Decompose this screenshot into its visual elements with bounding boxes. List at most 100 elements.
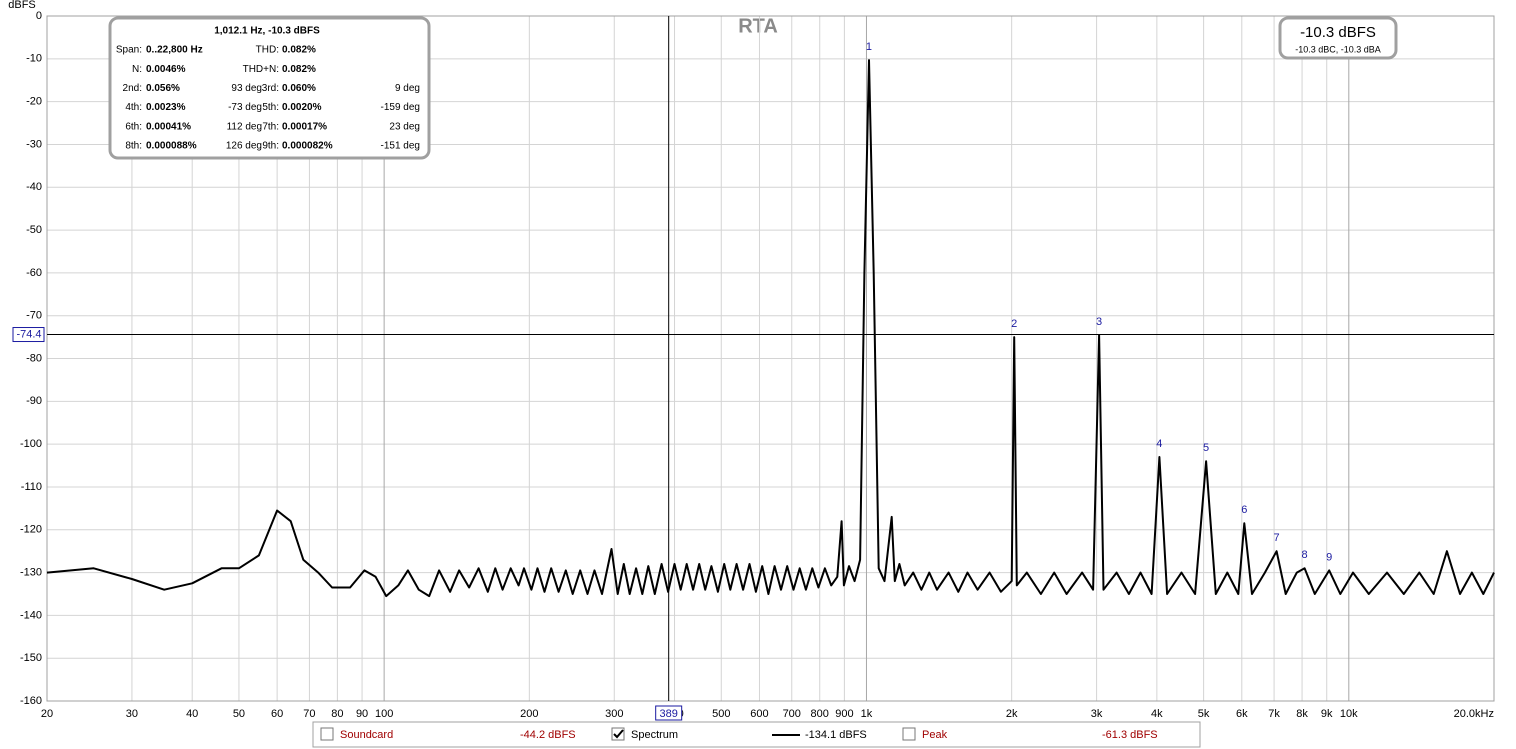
x-tick-label: 3k (1091, 708, 1103, 720)
y-tick-label: 0 (36, 10, 42, 22)
info-value: 0.000088% (146, 141, 197, 152)
x-tick-label: 9k (1321, 708, 1333, 720)
harmonic-label: 1 (866, 41, 872, 53)
info-phase: -73 deg (228, 102, 262, 113)
x-tick-label: 30 (126, 708, 138, 720)
cursor-x-label: 389 (660, 708, 678, 720)
info-value: 0.056% (146, 83, 180, 94)
y-tick-label: -80 (26, 352, 42, 364)
info-value: 0.0046% (146, 64, 186, 75)
x-tick-label: 80 (331, 708, 343, 720)
x-tick-label: 10k (1340, 708, 1358, 720)
info-label: 7th: (262, 121, 279, 132)
x-tick-label: 8k (1296, 708, 1308, 720)
y-tick-label: -40 (26, 181, 42, 193)
legend-bar (312, 721, 1201, 748)
info-value: 0.0023% (146, 102, 186, 113)
info-phase: -151 deg (381, 141, 420, 152)
checkbox[interactable] (320, 727, 334, 741)
x-tick-label: 7k (1268, 708, 1280, 720)
x-tick-label: 20 (41, 708, 53, 720)
x-tick-label: 1k (861, 708, 873, 720)
x-tick-label: 700 (783, 708, 801, 720)
y-axis-label: dBFS (8, 0, 36, 11)
info-label: 3rd: (262, 83, 279, 94)
chart-title: RTA (738, 15, 778, 37)
harmonic-label: 2 (1011, 318, 1017, 330)
info-label: 4th: (125, 102, 142, 113)
legend-name: Spectrum (631, 729, 678, 741)
info-box (108, 16, 431, 160)
x-tick-label: 900 (835, 708, 853, 720)
x-tick-label: 90 (356, 708, 368, 720)
info-label: 9th: (262, 141, 279, 152)
harmonic-label: 3 (1096, 316, 1102, 328)
y-tick-label: -120 (20, 524, 42, 536)
info-value: 0.000082% (282, 141, 333, 152)
x-tick-label: 40 (186, 708, 198, 720)
level-main: -10.3 dBFS (1300, 24, 1376, 41)
harmonic-label: 7 (1274, 532, 1280, 544)
info-phase: 23 deg (389, 121, 420, 132)
harmonic-label: 9 (1326, 551, 1332, 563)
harmonic-label: 8 (1301, 549, 1307, 561)
x-tick-label: 100 (375, 708, 393, 720)
y-tick-label: -60 (26, 267, 42, 279)
cursor-y-box (12, 327, 45, 343)
info-title: 1,012.1 Hz, -10.3 dBFS (214, 26, 320, 37)
info-label: THD+N: (243, 64, 279, 75)
info-label: 8th: (125, 141, 142, 152)
legend-reading: -61.3 dBFS (1102, 729, 1158, 741)
y-tick-label: -140 (20, 609, 42, 621)
cursor-y-label: -74.4 (16, 328, 41, 340)
x-tick-label: 60 (271, 708, 283, 720)
plot-border (46, 15, 1495, 702)
info-phase: 126 deg (226, 141, 262, 152)
checkmark (613, 729, 624, 739)
info-phase: 9 deg (395, 83, 420, 94)
y-tick-label: -30 (26, 138, 42, 150)
x-tick-label: 300 (605, 708, 623, 720)
checkbox[interactable] (902, 727, 916, 741)
harmonic-label: 6 (1241, 504, 1247, 516)
spectrum-line (46, 59, 1495, 598)
y-tick-label: -110 (21, 481, 42, 493)
y-tick-label: -10 (26, 53, 42, 65)
y-tick-label: -50 (26, 224, 42, 236)
info-label: 2nd: (123, 83, 142, 94)
info-value: 0.060% (282, 83, 316, 94)
y-tick-label: -70 (26, 310, 42, 322)
info-value: 0.082% (282, 64, 316, 75)
x-tick-label: 50 (233, 708, 245, 720)
x-tick-label: 70 (303, 708, 315, 720)
legend-reading: -44.2 dBFS (520, 729, 576, 741)
x-tick-label: 600 (750, 708, 768, 720)
info-label: 5th: (262, 102, 279, 113)
legend-reading: -134.1 dBFS (805, 729, 867, 741)
x-tick-label: 4k (1151, 708, 1163, 720)
x-tick-label: 800 (811, 708, 829, 720)
info-value: 0.00017% (282, 121, 327, 132)
harmonic-label: 5 (1203, 442, 1209, 454)
x-tick-label: 500 (712, 708, 730, 720)
level-sub: -10.3 dBC, -10.3 dBA (1295, 44, 1381, 54)
x-tick-label: 2k (1006, 708, 1018, 720)
info-phase: 112 deg (227, 121, 262, 132)
y-tick-label: -20 (26, 96, 42, 108)
level-box (1278, 16, 1398, 60)
x-tick-label: 5k (1198, 708, 1210, 720)
y-tick-label: -130 (20, 566, 42, 578)
info-label: 6th: (125, 121, 142, 132)
x-tick-label: 200 (520, 708, 538, 720)
info-phase: 93 deg (231, 83, 262, 94)
info-label: Span: (116, 45, 142, 56)
legend-name: Soundcard (340, 729, 393, 741)
info-phase: -159 deg (381, 102, 420, 113)
legend-name: Peak (922, 729, 948, 741)
info-label: N: (132, 64, 142, 75)
info-label: THD: (256, 45, 279, 56)
y-tick-label: -160 (20, 695, 42, 707)
y-tick-label: -100 (20, 438, 42, 450)
x-tick-label: 6k (1236, 708, 1248, 720)
